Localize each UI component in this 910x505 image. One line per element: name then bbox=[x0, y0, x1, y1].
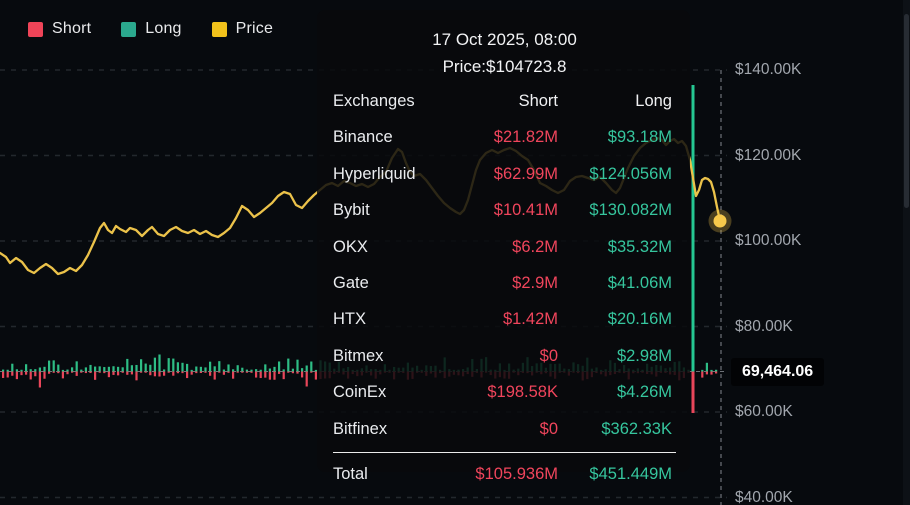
short-value: $0 bbox=[539, 419, 558, 438]
long-value: $2.98M bbox=[616, 346, 672, 365]
col-short: Short bbox=[518, 92, 558, 110]
spike-short-bar bbox=[691, 371, 695, 413]
short-value: $62.99M bbox=[493, 164, 558, 183]
long-value: $4.26M bbox=[616, 383, 672, 402]
y-axis-tick: $40.00K bbox=[735, 488, 793, 505]
short-value: $6.2M bbox=[512, 237, 558, 256]
long-value: $130.082M bbox=[589, 201, 672, 220]
exchange-name: OKX bbox=[333, 237, 368, 256]
price-dot bbox=[713, 214, 727, 228]
col-exchanges: Exchanges bbox=[333, 92, 415, 110]
exchange-name: CoinEx bbox=[333, 383, 387, 402]
long-value: $93.18M bbox=[607, 128, 672, 147]
short-value: $2.9M bbox=[512, 274, 558, 293]
table-row: Bitfinex $0 $362.33K bbox=[333, 414, 676, 445]
short-value: $0 bbox=[539, 346, 558, 365]
exchange-name: Bybit bbox=[333, 201, 370, 220]
y-axis-tick: $80.00K bbox=[735, 317, 793, 335]
exchange-name: Bitmex bbox=[333, 346, 384, 365]
exchange-name: Bitfinex bbox=[333, 419, 388, 438]
short-value: $198.58K bbox=[487, 383, 558, 402]
long-value: $35.32M bbox=[607, 237, 672, 256]
table-row: Binance $21.82M $93.18M bbox=[333, 122, 676, 153]
tooltip-date: 17 Oct 2025, 08:00 bbox=[432, 30, 577, 49]
y-axis-tick: $100.00K bbox=[735, 232, 802, 249]
tooltip-table-header: Exchanges Short Long bbox=[333, 86, 676, 117]
table-row: Bitmex $0 $2.98M bbox=[333, 341, 676, 372]
table-row: CoinEx $198.58K $4.26M bbox=[333, 377, 676, 408]
y-axis-tick: $60.00K bbox=[735, 403, 793, 420]
legend-item-price[interactable]: Price bbox=[211, 20, 274, 38]
spike-long-bar bbox=[691, 85, 695, 372]
short-swatch-icon bbox=[28, 21, 43, 37]
exchange-name: Hyperliquid bbox=[333, 164, 416, 183]
price-swatch-icon bbox=[211, 21, 227, 37]
short-value: $10.41M bbox=[493, 201, 558, 220]
right-scrollbar-track bbox=[903, 0, 910, 505]
total-short-value: $105.936M bbox=[475, 465, 558, 484]
total-row: Total $105.936M $451.449M bbox=[333, 459, 676, 490]
exchange-name: Gate bbox=[333, 274, 369, 293]
short-value: $21.82M bbox=[493, 128, 558, 147]
legend-item-short[interactable]: Short bbox=[28, 20, 91, 38]
chart-legend: Short Long Price bbox=[28, 20, 273, 38]
long-value: $20.16M bbox=[607, 310, 672, 329]
total-long-value: $451.449M bbox=[589, 465, 672, 484]
exchange-name: Binance bbox=[333, 128, 393, 147]
table-row: HTX $1.42M $20.16M bbox=[333, 304, 676, 335]
exchange-name: HTX bbox=[333, 310, 366, 329]
long-value: $41.06M bbox=[607, 274, 672, 293]
long-value: $124.056M bbox=[589, 164, 672, 183]
table-row: Gate $2.9M $41.06M bbox=[333, 268, 676, 299]
legend-label-short: Short bbox=[52, 20, 92, 37]
crosshair-tooltip: 17 Oct 2025, 08:00 Price:$104723.8 Excha… bbox=[317, 10, 690, 483]
tooltip-price: Price:$104723.8 bbox=[442, 57, 567, 76]
long-swatch-icon bbox=[121, 21, 137, 37]
y-axis-tick: $120.00K bbox=[735, 146, 802, 164]
tooltip-divider bbox=[333, 452, 676, 454]
col-long: Long bbox=[635, 92, 672, 110]
total-label: Total bbox=[333, 465, 368, 484]
table-row: Bybit $10.41M $130.082M bbox=[333, 195, 676, 226]
y-axis-tick: $140.00K bbox=[735, 61, 802, 78]
right-scrollbar-thumb[interactable] bbox=[904, 14, 909, 208]
legend-item-long[interactable]: Long bbox=[121, 20, 181, 38]
table-row: OKX $6.2M $35.32M bbox=[333, 232, 676, 263]
legend-label-price: Price bbox=[235, 20, 274, 37]
legend-label-long: Long bbox=[145, 20, 182, 37]
table-row: Hyperliquid $62.99M $124.056M bbox=[333, 159, 676, 190]
long-value: $362.33K bbox=[601, 419, 672, 438]
crosshair-value-badge: 69,464.06 bbox=[731, 358, 825, 386]
short-value: $1.42M bbox=[502, 310, 558, 329]
